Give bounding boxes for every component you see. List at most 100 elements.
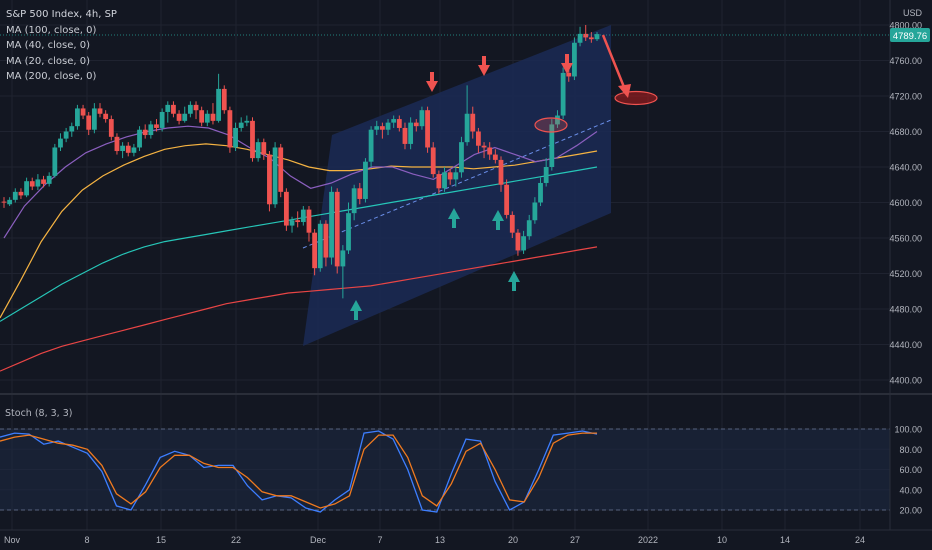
price-axis: 4400.00 4440.00 4480.00 4520.00 4560.00 4600.… (889, 21, 922, 386)
candle-body (210, 113, 216, 121)
candle-body (35, 179, 41, 187)
candle-body (227, 110, 233, 148)
time-tick-label: 27 (570, 535, 580, 545)
candle-body (588, 37, 594, 40)
legend-ma40: MA (40, close, 0) (6, 40, 91, 51)
price-tick-label: 4760.00 (889, 56, 922, 66)
candle-body (171, 104, 176, 114)
candle-body (221, 88, 227, 111)
candle-body (555, 115, 560, 125)
candle-body (442, 172, 447, 189)
time-tick-label: Nov (4, 535, 21, 545)
stoch-label: Stoch (8, 3, 3) (5, 408, 73, 419)
candle-body (120, 145, 125, 152)
candle-body (131, 147, 137, 153)
candle-body (408, 122, 414, 144)
candle-body (509, 214, 515, 233)
candle-body (402, 127, 408, 144)
candle-body (46, 175, 52, 184)
price-tick-label: 4560.00 (889, 234, 922, 244)
stoch-tick-label: 20.00 (899, 506, 922, 516)
candle-body (159, 111, 165, 128)
candle-body (58, 138, 63, 148)
time-tick-label: Dec (310, 535, 327, 545)
candle-body (142, 129, 148, 136)
price-tick-label: 4480.00 (889, 305, 922, 315)
candle-body (515, 232, 521, 251)
candle-body (526, 220, 532, 237)
candle-body (69, 126, 75, 132)
up-arrow (350, 300, 362, 320)
candle-body (204, 113, 210, 123)
down-arrow (426, 72, 438, 92)
candlesticks (1, 25, 600, 299)
time-tick-label: 8 (84, 535, 89, 545)
stoch-line (0, 432, 597, 509)
ma-line (0, 246, 598, 372)
candle-body (182, 113, 188, 121)
candle-body (492, 154, 498, 160)
price-tick-label: 4440.00 (889, 340, 922, 350)
time-tick-label: 14 (780, 535, 790, 545)
candle-body (368, 129, 374, 162)
candle-body (154, 124, 159, 128)
candle-body (543, 167, 549, 183)
stoch-band (0, 429, 890, 510)
candle-body (312, 232, 318, 269)
price-tag: 4789.76 (893, 31, 927, 42)
candle-body (459, 142, 464, 173)
candle-body (566, 72, 572, 77)
candle-body (165, 104, 171, 112)
candle-body (63, 131, 69, 139)
time-tick-label: 22 (231, 535, 241, 545)
candle-body (267, 154, 272, 205)
ma-line (3, 125, 598, 239)
candle-body (453, 172, 459, 180)
candle-body (391, 119, 397, 123)
candle-body (86, 115, 92, 130)
regression-channel (303, 25, 611, 346)
candle-body (447, 172, 453, 180)
candle-body (549, 124, 555, 167)
projection-arrow (601, 34, 628, 93)
candle-body (12, 191, 18, 200)
candle-body (272, 147, 278, 205)
down-arrow (561, 54, 573, 74)
candle-body (193, 104, 199, 111)
candle-body (560, 72, 566, 116)
candle-body (29, 181, 35, 187)
candle-body (295, 220, 301, 223)
stochastic-lines (0, 430, 598, 513)
candle-body (425, 110, 430, 148)
candle-body (278, 147, 284, 192)
candle-body (233, 127, 238, 148)
candle-body (357, 188, 363, 199)
candle-body (504, 184, 510, 215)
time-tick-label: 24 (855, 535, 865, 545)
up-arrow (448, 208, 460, 228)
time-tick-label: 10 (717, 535, 727, 545)
candle-body (317, 223, 323, 269)
highlight-ellipse (534, 117, 568, 133)
candle-body (91, 108, 97, 130)
price-tick-label: 4600.00 (889, 198, 922, 208)
candle-body (323, 223, 329, 258)
legend-ma100: MA (100, close, 0) (6, 24, 97, 36)
candle-body (108, 119, 114, 137)
candle-body (250, 120, 255, 159)
candle-body (114, 136, 120, 152)
candle-body (300, 209, 306, 223)
price-tick-label: 4400.00 (889, 376, 922, 386)
candle-body (430, 147, 436, 175)
legend-ma200: MA (200, close, 0) (6, 71, 97, 82)
candle-body (396, 119, 402, 128)
time-tick-label: 2022 (638, 535, 658, 545)
projection-arrowhead (618, 84, 631, 98)
candle-body (583, 33, 589, 38)
candle-body (340, 250, 346, 267)
candle-body (379, 126, 385, 130)
candle-body (75, 108, 80, 127)
candle-body (436, 174, 442, 189)
stoch-line (0, 430, 598, 513)
candle-body (216, 88, 222, 121)
